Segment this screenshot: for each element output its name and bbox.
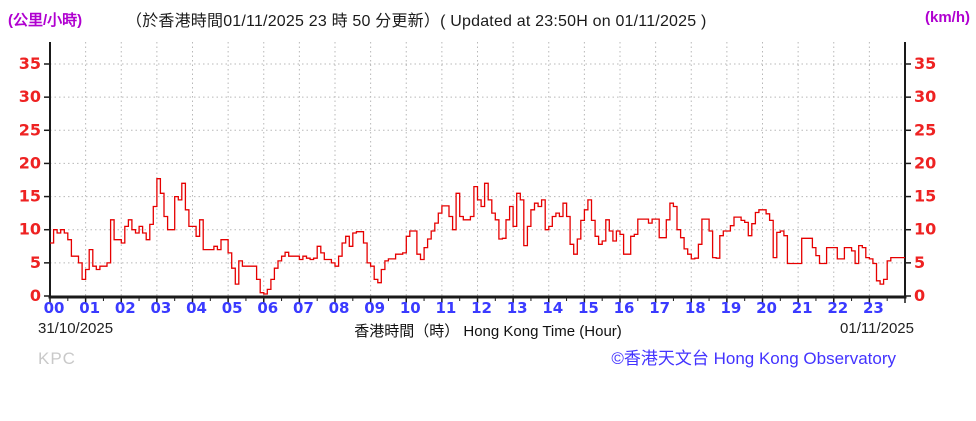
y-axis-label-left: 20 bbox=[19, 153, 41, 172]
x-axis-hour-label: 09 bbox=[364, 299, 385, 317]
y-axis-label-right: 30 bbox=[914, 87, 936, 106]
update-time-zh: （於香港時間01/11/2025 23 時 50 分更新） bbox=[126, 13, 441, 30]
x-axis-hour-label: 05 bbox=[222, 299, 243, 317]
x-axis-hour-label: 08 bbox=[329, 299, 350, 317]
x-axis-hour-label: 04 bbox=[186, 299, 207, 317]
y-axis-label-left: 5 bbox=[30, 253, 41, 272]
station-code-label: KPC bbox=[38, 349, 76, 368]
x-axis-hour-label: 23 bbox=[863, 299, 884, 317]
x-axis-hour-label: 00 bbox=[44, 299, 65, 317]
x-axis-hour-label: 18 bbox=[685, 299, 706, 317]
y-axis-label-left: 10 bbox=[19, 220, 41, 239]
observatory-credit: ©香港天文台 Hong Kong Observatory bbox=[611, 349, 896, 368]
y-axis-label-left: 0 bbox=[30, 286, 41, 305]
wind-speed-trace bbox=[50, 178, 905, 295]
x-axis-hour-label: 20 bbox=[756, 299, 777, 317]
x-axis-hour-label: 03 bbox=[150, 299, 171, 317]
end-date-label: 01/11/2025 bbox=[840, 320, 914, 337]
y-unit-label-right: (km/h) bbox=[925, 9, 970, 26]
y-axis-label-right: 10 bbox=[914, 220, 936, 239]
y-axis-label-right: 25 bbox=[914, 120, 936, 139]
x-axis-hour-label: 17 bbox=[649, 299, 670, 317]
y-axis-label-right: 15 bbox=[914, 187, 936, 206]
x-axis-hour-label: 02 bbox=[115, 299, 136, 317]
x-axis-hour-label: 16 bbox=[614, 299, 635, 317]
x-axis-hour-label: 21 bbox=[792, 299, 813, 317]
start-date-label: 31/10/2025 bbox=[38, 320, 114, 337]
update-time-en: ( Updated at 23:50H on 01/11/2025 ) bbox=[440, 13, 707, 30]
y-axis-label-right: 5 bbox=[914, 253, 925, 272]
update-time-title: （於香港時間01/11/2025 23 時 50 分更新）( Updated a… bbox=[126, 7, 707, 31]
x-axis-title: 香港時間（時） Hong Kong Time (Hour) bbox=[354, 323, 622, 340]
x-axis-hour-label: 06 bbox=[257, 299, 278, 317]
x-axis-hour-label: 01 bbox=[79, 299, 100, 317]
x-axis-hour-label: 19 bbox=[720, 299, 741, 317]
y-axis-label-right: 0 bbox=[914, 286, 925, 305]
x-axis-hour-label: 11 bbox=[435, 299, 456, 317]
y-axis-label-left: 35 bbox=[19, 54, 41, 73]
x-axis-hour-label: 07 bbox=[293, 299, 314, 317]
y-axis-label-left: 25 bbox=[19, 120, 41, 139]
x-axis-hour-label: 14 bbox=[542, 299, 563, 317]
x-axis-hour-label: 22 bbox=[827, 299, 848, 317]
y-axis-label-left: 15 bbox=[19, 187, 41, 206]
x-axis-hour-label: 13 bbox=[507, 299, 528, 317]
x-axis-hour-label: 12 bbox=[471, 299, 492, 317]
y-axis-label-right: 20 bbox=[914, 153, 936, 172]
y-axis-label-right: 35 bbox=[914, 54, 936, 73]
y-axis-label-left: 30 bbox=[19, 87, 41, 106]
y-unit-label-left: (公里/小時) bbox=[8, 12, 83, 29]
x-axis-hour-label: 10 bbox=[400, 299, 421, 317]
x-axis-hour-label: 15 bbox=[578, 299, 599, 317]
